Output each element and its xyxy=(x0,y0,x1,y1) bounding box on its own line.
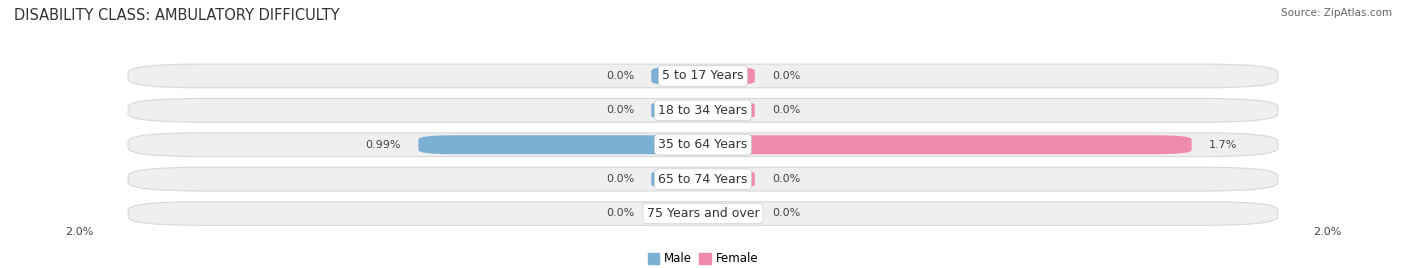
Text: 0.99%: 0.99% xyxy=(366,140,401,150)
FancyBboxPatch shape xyxy=(128,202,1278,225)
FancyBboxPatch shape xyxy=(703,66,755,85)
FancyBboxPatch shape xyxy=(651,101,703,120)
FancyBboxPatch shape xyxy=(703,135,1192,154)
FancyBboxPatch shape xyxy=(703,204,755,223)
FancyBboxPatch shape xyxy=(651,170,703,189)
Text: 2.0%: 2.0% xyxy=(65,228,93,237)
Text: 0.0%: 0.0% xyxy=(606,71,634,81)
Text: 0.0%: 0.0% xyxy=(772,71,800,81)
FancyBboxPatch shape xyxy=(128,167,1278,191)
FancyBboxPatch shape xyxy=(703,170,755,189)
Text: 65 to 74 Years: 65 to 74 Years xyxy=(658,173,748,186)
Text: 5 to 17 Years: 5 to 17 Years xyxy=(662,69,744,83)
Text: DISABILITY CLASS: AMBULATORY DIFFICULTY: DISABILITY CLASS: AMBULATORY DIFFICULTY xyxy=(14,8,340,23)
FancyBboxPatch shape xyxy=(703,101,755,120)
FancyBboxPatch shape xyxy=(419,135,703,154)
Text: 2.0%: 2.0% xyxy=(1313,228,1341,237)
Legend: Male, Female: Male, Female xyxy=(643,248,763,268)
Text: 0.0%: 0.0% xyxy=(606,105,634,115)
FancyBboxPatch shape xyxy=(128,133,1278,157)
Text: 75 Years and over: 75 Years and over xyxy=(647,207,759,220)
FancyBboxPatch shape xyxy=(651,204,703,223)
Text: 35 to 64 Years: 35 to 64 Years xyxy=(658,138,748,151)
Text: Source: ZipAtlas.com: Source: ZipAtlas.com xyxy=(1281,8,1392,18)
Text: 0.0%: 0.0% xyxy=(772,174,800,184)
Text: 1.7%: 1.7% xyxy=(1209,140,1237,150)
FancyBboxPatch shape xyxy=(128,98,1278,122)
FancyBboxPatch shape xyxy=(128,64,1278,88)
FancyBboxPatch shape xyxy=(651,66,703,85)
Text: 0.0%: 0.0% xyxy=(772,105,800,115)
Text: 0.0%: 0.0% xyxy=(772,209,800,218)
Text: 0.0%: 0.0% xyxy=(606,209,634,218)
Text: 0.0%: 0.0% xyxy=(606,174,634,184)
Text: 18 to 34 Years: 18 to 34 Years xyxy=(658,104,748,117)
